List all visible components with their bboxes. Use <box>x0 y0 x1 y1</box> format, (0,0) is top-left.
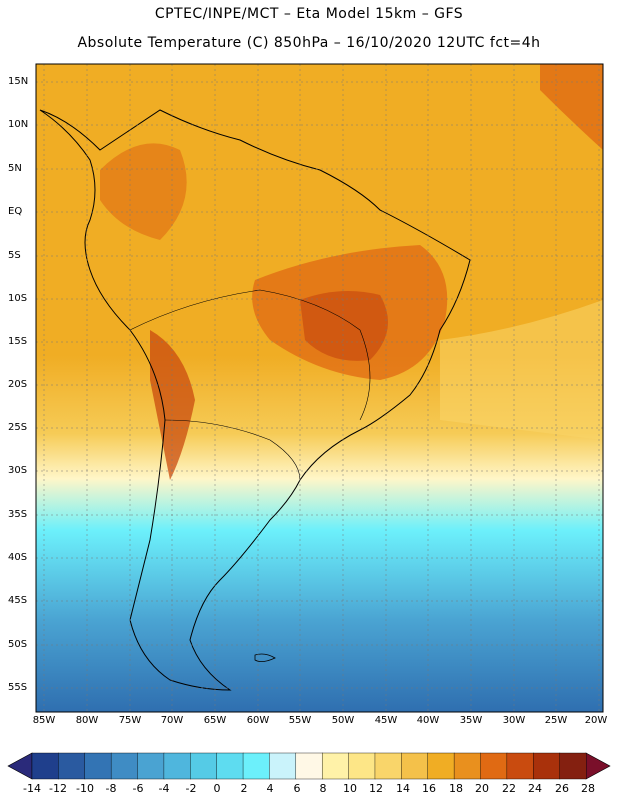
colorbar-label: -10 <box>76 782 94 795</box>
lon-label: 25W <box>544 715 568 726</box>
hottest-region-brazil <box>300 291 388 361</box>
lon-label: 30W <box>502 715 526 726</box>
lat-label: 40S <box>8 552 28 563</box>
colorbar-swatch <box>31 752 59 780</box>
colorbar-swatch <box>242 752 270 780</box>
colorbar-label: 24 <box>528 782 542 795</box>
colorbar-swatch <box>269 752 297 780</box>
country-borders-south <box>164 419 301 481</box>
lon-label: 35W <box>459 715 483 726</box>
lon-label: 60W <box>246 715 270 726</box>
colorbar-label: 18 <box>449 782 463 795</box>
mild-region-atlantic <box>440 300 603 440</box>
colorbar-label: 2 <box>240 782 248 795</box>
colorbar-swatch <box>137 752 165 780</box>
colorbar-label: 8 <box>319 782 327 795</box>
map-plot-area <box>36 64 603 712</box>
lat-label: 45S <box>8 595 28 606</box>
lat-label: 55S <box>8 682 28 693</box>
colorbar-label: -4 <box>158 782 170 795</box>
colorbar-label: 28 <box>581 782 595 795</box>
lat-label: 15S <box>8 336 28 347</box>
colorbar-swatch <box>110 752 139 780</box>
lon-label: 80W <box>75 715 99 726</box>
colorbar-swatch <box>216 752 244 780</box>
colorbar-swatch <box>506 752 534 780</box>
colorbar-label: 22 <box>502 782 516 795</box>
lon-label: 20W <box>584 715 608 726</box>
falkland-islands <box>254 653 276 662</box>
map-frame <box>35 63 604 713</box>
colorbar-label: -14 <box>23 782 41 795</box>
colorbar-label: 10 <box>343 782 357 795</box>
colorbar-swatch <box>163 752 191 780</box>
lat-label: 20S <box>8 379 28 390</box>
lat-label: 25S <box>8 422 28 433</box>
colorbar-label: 26 <box>555 782 569 795</box>
colorbar-swatch <box>401 752 429 780</box>
lat-label: EQ <box>8 206 23 217</box>
colorbar-label: 16 <box>422 782 436 795</box>
lat-label: 30S <box>8 465 28 476</box>
lat-label: 35S <box>8 509 28 520</box>
colorbar-swatch <box>374 752 402 780</box>
lat-label: 5S <box>8 250 21 261</box>
colorbar-swatch <box>58 752 86 780</box>
colorbar-swatch <box>190 752 218 780</box>
chart-title: CPTEC/INPE/MCT – Eta Model 15km – GFS <box>154 6 464 22</box>
colorbar-label: -2 <box>185 782 197 795</box>
colorbar-swatch <box>84 752 112 780</box>
lon-label: 85W <box>32 715 56 726</box>
colorbar-label: 14 <box>396 782 410 795</box>
colorbar-label: -12 <box>49 782 67 795</box>
colorbar-swatch <box>533 752 561 780</box>
colorbar-swatch <box>321 752 350 780</box>
hot-region-andes <box>150 330 195 480</box>
hot-region-colombia <box>100 143 187 240</box>
colorbar-swatch <box>348 752 376 780</box>
colorbar-swatch <box>427 752 455 780</box>
colorbar-swatch <box>480 752 508 780</box>
colorbar-label: 0 <box>213 782 221 795</box>
lon-label: 75W <box>118 715 142 726</box>
lon-label: 70W <box>160 715 184 726</box>
colorbar-label: 12 <box>369 782 383 795</box>
colorbar-label: 4 <box>266 782 274 795</box>
colorbar-label: 20 <box>475 782 489 795</box>
colorbar-swatch <box>295 752 323 780</box>
lon-label: 40W <box>416 715 440 726</box>
lat-label: 10S <box>8 293 28 304</box>
colorbar <box>7 752 611 780</box>
lat-label: 5N <box>8 163 22 174</box>
colorbar-swatch <box>559 752 587 780</box>
colorbar-swatch <box>453 752 481 780</box>
lon-label: 45W <box>374 715 398 726</box>
colorbar-label: 6 <box>293 782 301 795</box>
colorbar-label: -6 <box>132 782 144 795</box>
chart-subtitle: Absolute Temperature (C) 850hPa – 16/10/… <box>77 35 541 51</box>
colorbar-overflow <box>585 752 611 780</box>
grid-lines <box>36 64 603 712</box>
lon-label: 50W <box>331 715 355 726</box>
lon-label: 65W <box>203 715 227 726</box>
colorbar-underflow <box>7 752 33 780</box>
colorbar-label: -8 <box>105 782 117 795</box>
lat-label: 15N <box>8 76 29 87</box>
lon-label: 55W <box>288 715 312 726</box>
lat-label: 10N <box>8 119 29 130</box>
country-borders <box>129 289 371 421</box>
lat-label: 50S <box>8 639 28 650</box>
